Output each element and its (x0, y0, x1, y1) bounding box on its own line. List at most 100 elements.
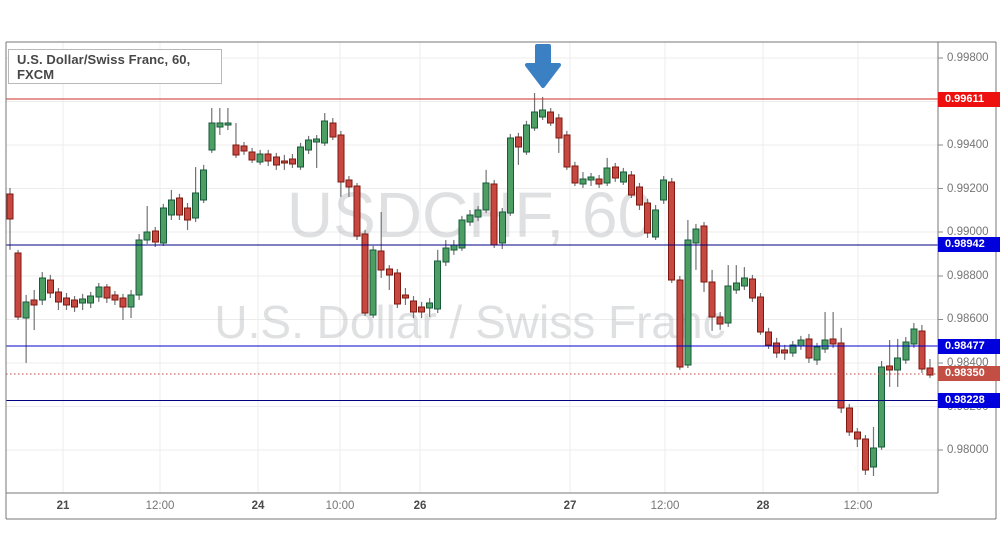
candle-down (490, 183, 498, 246)
candle-down (103, 286, 111, 299)
time-tick-label: 27 (563, 500, 577, 512)
candle-down (773, 342, 781, 354)
candle-up (305, 139, 313, 151)
candle-up (87, 295, 95, 304)
candle-up (135, 239, 143, 296)
price-badge: 0.98477 (938, 338, 1000, 354)
candle-up (724, 285, 732, 324)
candle-down (272, 156, 280, 166)
candle-up (482, 182, 490, 211)
candle-up (256, 153, 264, 163)
candle-down (410, 300, 417, 313)
candle-down (926, 367, 934, 376)
candle-down (62, 297, 70, 306)
candle-up (466, 214, 474, 223)
price-tick-label: 0.98400 (947, 356, 989, 369)
candle-down (232, 144, 240, 156)
price-tick-label: 0.99200 (947, 182, 989, 195)
candle-down (886, 365, 894, 371)
price-badge: 0.98350 (938, 366, 1000, 382)
candle-up (531, 111, 539, 129)
candle-up (216, 122, 224, 128)
candle-up (426, 302, 434, 309)
candle-up (579, 178, 587, 185)
candle-up (894, 357, 902, 371)
candle-up (902, 341, 910, 361)
candle-down (765, 331, 773, 346)
candle-down (595, 178, 603, 185)
symbol-legend[interactable]: U.S. Dollar/Swiss Franc, 60, FXCM (8, 49, 222, 84)
candle-up (869, 447, 877, 468)
candle-down (361, 233, 369, 314)
price-badge: 0.98228 (938, 392, 1000, 408)
candle-down (837, 342, 845, 409)
candle-up (506, 137, 514, 214)
candle-down (353, 185, 361, 237)
candle-up (208, 122, 216, 151)
candle-up (910, 328, 918, 345)
candle-up (660, 179, 668, 201)
candle-up (474, 209, 482, 218)
candle-up (79, 298, 87, 304)
time-tick-label: 12:00 (843, 500, 873, 512)
candle-down (611, 166, 619, 179)
candle-down (30, 299, 38, 306)
candle-down (240, 145, 248, 152)
candle-up (692, 228, 700, 244)
price-badge: 0.98942 (938, 237, 1000, 253)
candle-down (644, 202, 652, 234)
candle-down (861, 438, 869, 471)
candle-up (539, 109, 547, 118)
candle-down (555, 117, 563, 139)
down-arrow-annotation[interactable] (525, 44, 561, 88)
candle-up (167, 199, 175, 216)
legend-title: U.S. Dollar/Swiss Franc, 60, FXCM (17, 51, 191, 82)
candle-down (393, 272, 401, 305)
candle-down (401, 294, 409, 299)
candle-down (54, 291, 62, 303)
time-tick-label: 10:00 (325, 500, 355, 512)
candle-up (821, 339, 829, 350)
candle-down (571, 165, 579, 184)
candle-down (337, 134, 345, 183)
candle-down (805, 338, 813, 359)
price-badge: 0.99611 (938, 91, 1000, 107)
time-tick-label: 12:00 (145, 500, 175, 512)
candle-down (248, 151, 256, 161)
candle-down (345, 179, 353, 188)
candle-up (143, 231, 151, 241)
candle-down (184, 207, 192, 221)
candle-down (119, 297, 127, 308)
candle-up (224, 122, 232, 126)
candle-down (377, 250, 385, 271)
candle-up (684, 239, 692, 366)
candle-up (732, 282, 740, 291)
price-tick-label: 0.99400 (947, 139, 989, 152)
candle-up (789, 344, 797, 354)
candle-down (288, 158, 296, 165)
candle-down (280, 160, 288, 164)
candle-down (175, 197, 183, 216)
candle-down (918, 330, 926, 370)
watermark-name: U.S. Dollar / Swiss Franc (214, 296, 725, 348)
candle-up (603, 167, 611, 184)
candle-up (434, 260, 442, 310)
time-tick-label: 12:00 (650, 500, 680, 512)
price-tick-label: 0.99000 (947, 226, 989, 239)
candle-down (6, 193, 14, 220)
candle-up (740, 277, 748, 287)
candle-up (321, 120, 329, 144)
candle-down (853, 431, 861, 440)
candle-up (813, 346, 821, 361)
candle-up (313, 138, 321, 143)
candle-down (46, 279, 54, 294)
candle-up (95, 286, 103, 298)
candle-down (748, 278, 756, 299)
candle-up (159, 207, 167, 244)
candle-up (652, 209, 660, 238)
candle-down (708, 281, 716, 318)
candle-up (442, 247, 450, 263)
time-tick-label: 28 (756, 500, 770, 512)
